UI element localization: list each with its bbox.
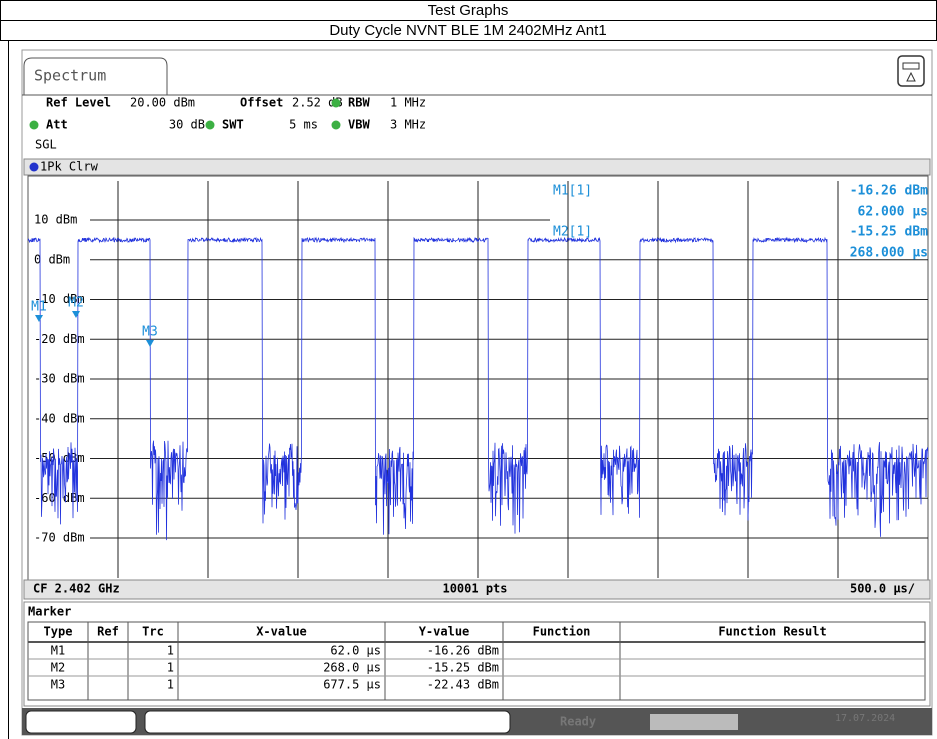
readout-x: 268.000 µs	[850, 246, 928, 261]
status-dot	[331, 98, 341, 108]
footer-points: 10001 pts	[442, 582, 507, 596]
page-subtitle: Duty Cycle NVNT BLE 1M 2402MHz Ant1	[329, 22, 606, 39]
readout-x: 62.000 µs	[858, 205, 928, 220]
cell-x: 677.5 µs	[323, 678, 381, 692]
cell-x: 268.0 µs	[323, 661, 381, 675]
setting-value: 3 MHz	[390, 118, 426, 132]
y-axis-label: -60 dBm	[34, 491, 85, 505]
setting-value: 2.52 dB	[292, 96, 343, 110]
readout-y: -15.25 dBm	[850, 225, 928, 240]
readout-name: M1[1]	[553, 184, 592, 199]
setting-name: RBW	[348, 96, 370, 110]
table-header: Trc	[142, 625, 164, 639]
cell-type: M2	[51, 661, 65, 675]
setting-name: Offset	[240, 96, 283, 110]
marker-label: M1	[31, 300, 47, 315]
setting-name: Att	[46, 118, 68, 132]
status-state: Ready	[560, 715, 596, 729]
marker-title: Marker	[28, 605, 71, 619]
table-header: Ref	[97, 625, 119, 639]
tab-label: Spectrum	[34, 67, 106, 85]
setting-value: 20.00 dBm	[130, 96, 195, 110]
table-header: X-value	[256, 625, 307, 639]
setting-name: SWT	[222, 118, 244, 132]
marker-triangle	[35, 315, 43, 322]
footer-scale: 500.0 µs/	[850, 582, 915, 596]
marker-triangle	[146, 340, 154, 347]
cell-type: M1	[51, 644, 65, 658]
status-dot	[205, 120, 215, 130]
sweep-mode: SGL	[35, 138, 57, 152]
y-axis-label: -10 dBm	[34, 292, 85, 306]
readout-y: -16.26 dBm	[850, 184, 928, 199]
setting-name: Ref Level	[46, 96, 111, 110]
cell-x: 62.0 µs	[330, 644, 381, 658]
cell-trc: 1	[167, 678, 174, 692]
setting-value: 30 dB	[169, 118, 205, 132]
setting-name: VBW	[348, 118, 370, 132]
y-axis-label: -70 dBm	[34, 531, 85, 545]
table-header: Type	[44, 625, 73, 639]
cell-trc: 1	[167, 644, 174, 658]
readout-name: M2[1]	[553, 225, 592, 240]
input-field[interactable]	[144, 710, 511, 734]
cell-trc: 1	[167, 661, 174, 675]
trace-header	[23, 158, 931, 176]
status-date: 17.07.2024	[835, 713, 895, 724]
trace-dot	[29, 162, 39, 172]
icon-glyph	[902, 62, 920, 82]
tab	[23, 57, 168, 95]
status-dot	[331, 120, 341, 130]
trace-label: 1Pk Clrw	[40, 160, 99, 174]
marker-label: M2	[68, 296, 84, 311]
marker-label: M3	[142, 325, 158, 340]
cell-y: -22.43 dBm	[427, 678, 499, 692]
y-axis-label: -40 dBm	[34, 411, 85, 425]
y-axis-label: 10 dBm	[34, 213, 77, 227]
y-axis-label: -20 dBm	[34, 332, 85, 346]
cell-type: M3	[51, 678, 65, 692]
table-header: Function	[533, 625, 591, 639]
setting-value: 1 MHz	[390, 96, 426, 110]
softkey[interactable]	[25, 710, 137, 734]
y-axis-label: -30 dBm	[34, 372, 85, 386]
page-title: Test Graphs	[428, 2, 509, 19]
footer-center: CF 2.402 GHz	[33, 582, 120, 596]
y-axis-label: 0 dBm	[34, 252, 70, 266]
setting-value: 5 ms	[289, 118, 318, 132]
trace	[27, 236, 929, 541]
table-header: Function Result	[718, 625, 826, 639]
table-header: Y-value	[419, 625, 470, 639]
status-dot	[29, 120, 39, 130]
progress-indicator	[650, 714, 738, 730]
cell-y: -15.25 dBm	[427, 661, 499, 675]
marker-triangle	[72, 311, 80, 318]
plot-footer	[23, 579, 931, 600]
cell-y: -16.26 dBm	[427, 644, 499, 658]
